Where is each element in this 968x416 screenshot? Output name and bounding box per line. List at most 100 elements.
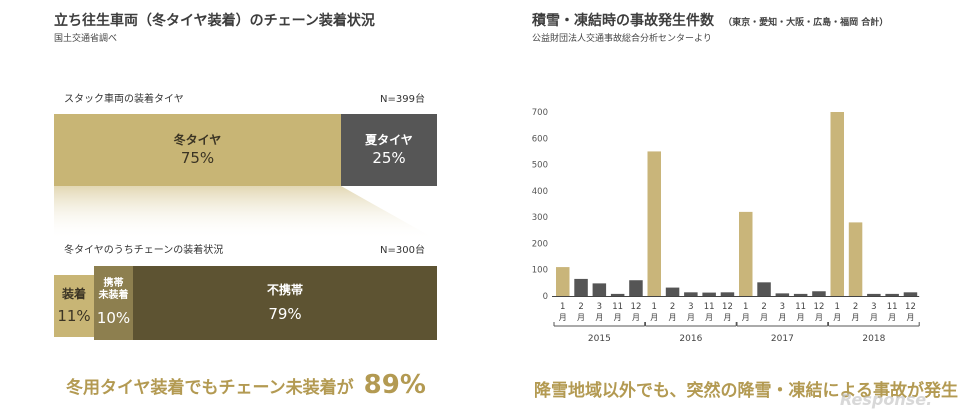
- month-tick-label: 12: [631, 302, 642, 312]
- month-tick-label: 11: [612, 302, 623, 312]
- month-unit-label: 月: [797, 313, 805, 322]
- month-unit-label: 月: [742, 313, 750, 322]
- month-unit-label: 月: [650, 313, 658, 322]
- month-unit-label: 月: [577, 313, 585, 322]
- month-unit-label: 月: [833, 313, 841, 322]
- bar: [702, 292, 716, 296]
- bar: [867, 293, 881, 296]
- bar: [610, 293, 625, 296]
- month-unit-label: 月: [760, 313, 768, 322]
- chain-carried-label: 携帯 未装着: [98, 278, 129, 301]
- left-source: 国土交通省調べ: [54, 34, 118, 44]
- month-unit-label: 月: [687, 313, 695, 322]
- month-unit-label: 月: [559, 313, 567, 322]
- bar: [885, 293, 899, 296]
- right-title-row: 積雪・凍結時の事故発生件数 （東京・愛知・大阪・広島・福岡 合計）: [532, 10, 888, 30]
- year-label: 2017: [771, 334, 794, 344]
- month-tick-label: 1: [652, 302, 657, 312]
- bar: [592, 283, 607, 296]
- y-tick-label: 300: [532, 213, 548, 223]
- left-conclusion: 冬用タイヤ装着でもチェーン未装着が 89%: [66, 370, 426, 400]
- month-unit-label: 月: [723, 313, 731, 322]
- month-unit-label: 月: [815, 313, 823, 322]
- month-tick-label: 12: [722, 302, 733, 312]
- month-tick-label: 1: [835, 302, 840, 312]
- bar: [775, 293, 790, 296]
- month-unit-label: 月: [632, 313, 640, 322]
- month-tick-label: 11: [704, 302, 715, 312]
- bar: [629, 280, 643, 296]
- month-unit-label: 月: [614, 313, 622, 322]
- bar2-n: N=300台: [380, 245, 425, 256]
- month-tick-label: 11: [795, 302, 806, 312]
- winter-tire-label: 冬タイヤ: [173, 133, 222, 147]
- bar1-label: スタック車両の装着タイヤ: [64, 94, 184, 105]
- y-tick-label: 400: [532, 187, 548, 197]
- bar: [903, 292, 918, 296]
- no-chain-segment: 不携帯 79%: [133, 266, 437, 340]
- bar: [757, 282, 771, 296]
- summer-tire-label: 夏タイヤ: [365, 133, 413, 147]
- month-tick-label: 3: [871, 302, 876, 312]
- bar: [647, 151, 661, 296]
- y-tick-label: 100: [532, 266, 548, 276]
- no-chain-value: 79%: [268, 305, 302, 323]
- bar: [665, 287, 680, 296]
- month-tick-label: 2: [761, 302, 766, 312]
- month-tick-label: 2: [578, 302, 583, 312]
- month-unit-label: 月: [888, 313, 896, 322]
- bar: [848, 222, 863, 296]
- chain-installed-value: 11%: [57, 307, 91, 325]
- summer-tire-segment: 夏タイヤ 25%: [341, 114, 437, 186]
- left-conclusion-text: 冬用タイヤ装着でもチェーン未装着が: [66, 378, 354, 398]
- bar: [812, 291, 826, 296]
- month-unit-label: 月: [906, 313, 914, 322]
- year-label: 2015: [588, 334, 611, 344]
- right-title-note: （東京・愛知・大阪・広島・福岡 合計）: [723, 18, 889, 28]
- month-tick-label: 2: [853, 302, 858, 312]
- bar: [793, 293, 808, 296]
- y-tick-label: 600: [532, 134, 548, 144]
- y-tick-label: 700: [532, 108, 548, 118]
- chain-carried-value: 10%: [96, 309, 131, 327]
- left-title: 立ち往生車両（冬タイヤ装着）のチェーン装着状況: [54, 13, 375, 29]
- y-tick-label: 0: [543, 292, 548, 302]
- bar1-n: N=399台: [380, 94, 425, 105]
- right-source: 公益財団法人交通事故総合分析センターより: [532, 34, 712, 44]
- bar: [684, 292, 698, 296]
- month-tick-label: 2: [670, 302, 675, 312]
- month-unit-label: 月: [870, 313, 878, 322]
- bar: [556, 267, 570, 296]
- right-conclusion: 降雪地域以外でも、突然の降雪・凍結による事故が発生: [534, 381, 958, 401]
- month-tick-label: 3: [688, 302, 693, 312]
- right-title: 積雪・凍結時の事故発生件数: [532, 13, 714, 29]
- winter-tire-segment: 冬タイヤ 75%: [54, 114, 341, 186]
- month-tick-label: 1: [560, 302, 565, 312]
- month-unit-label: 月: [669, 313, 677, 322]
- bar: [830, 112, 844, 296]
- response-watermark: Response.: [840, 390, 933, 409]
- chain-installed-label: 装着: [61, 287, 86, 301]
- bar: [720, 292, 735, 296]
- bar: [739, 211, 753, 296]
- no-chain-label: 不携帯: [266, 283, 303, 297]
- year-label: 2018: [862, 334, 885, 344]
- month-unit-label: 月: [778, 313, 786, 322]
- month-tick-label: 11: [887, 302, 898, 312]
- month-unit-label: 月: [705, 313, 713, 322]
- chain-installed-segment: 装着 11%: [54, 275, 94, 337]
- month-tick-label: 12: [814, 302, 825, 312]
- month-tick-label: 1: [743, 302, 748, 312]
- bar: [574, 278, 588, 296]
- month-tick-label: 3: [597, 302, 602, 312]
- y-tick-label: 200: [532, 239, 548, 249]
- summer-tire-value: 25%: [372, 149, 406, 167]
- month-unit-label: 月: [595, 313, 603, 322]
- month-tick-label: 12: [905, 302, 916, 312]
- year-label: 2016: [679, 334, 702, 344]
- month-tick-label: 3: [780, 302, 785, 312]
- winter-tire-value: 75%: [180, 149, 215, 167]
- bar2-label: 冬タイヤのうちチェーンの装着状況: [64, 245, 224, 256]
